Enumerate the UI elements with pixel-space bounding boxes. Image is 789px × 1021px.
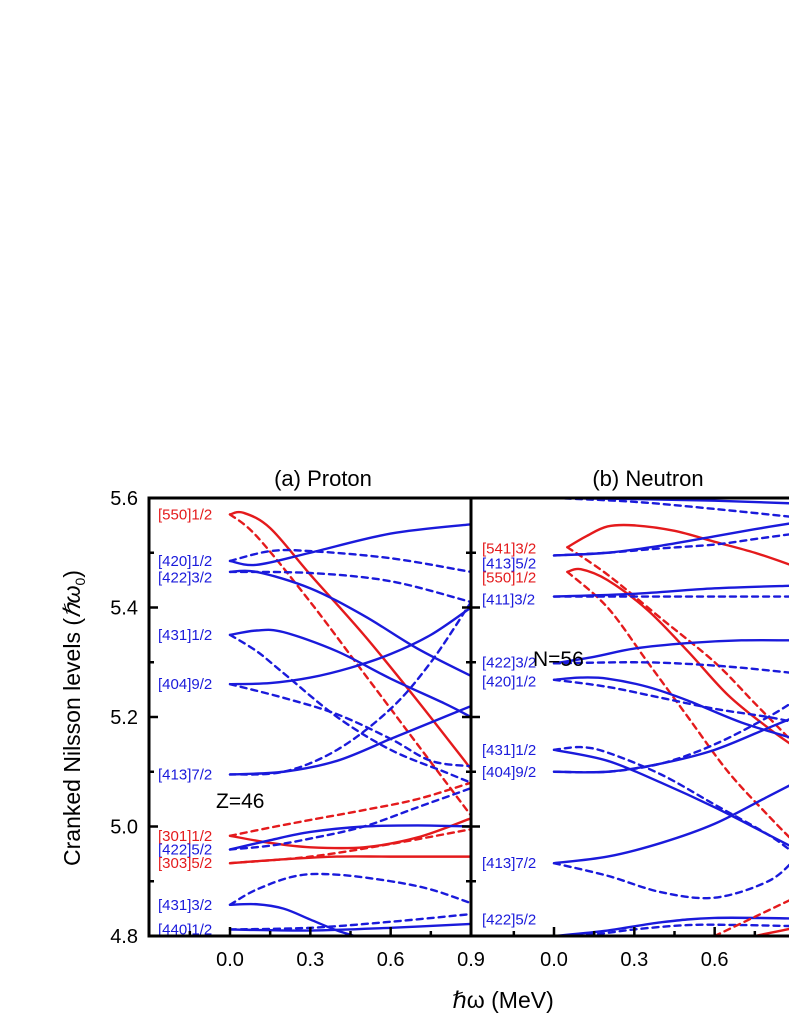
level-label-54132: [541]3/2 [482, 540, 536, 557]
panel-b-series [552, 498, 789, 935]
panel-b-level-labels: [541]3/2[413]5/2[550]1/2 [411]3/2 [422]3/2… [482, 540, 536, 928]
y-tick-label: 4.8 [110, 926, 138, 948]
x-tick-label: 0.6 [377, 949, 405, 971]
x-tick-label: 0.6 [701, 949, 729, 971]
panel-a-series-3 [228, 548, 471, 574]
level-label-42232: [422]3/2 [482, 654, 536, 671]
level-label-42012: [420]1/2 [158, 553, 212, 570]
panel-a-series-19 [228, 872, 471, 906]
x-tick-label: 0.0 [216, 949, 244, 971]
level-label-40492: [404]9/2 [482, 764, 536, 781]
panel-b-series-11 [552, 661, 789, 674]
level-label-41132: [411]3/2 [482, 591, 535, 608]
panel-a-series-1 [228, 513, 471, 817]
panel-b-title: (b) Neutron [592, 466, 703, 491]
level-label-55012: [550]1/2 [158, 506, 212, 523]
panel-a-series-11 [228, 600, 471, 776]
panel-b-series-8 [552, 584, 789, 598]
panel-b-series-7 [566, 570, 789, 839]
panel-b-annotation: N=56 [533, 648, 584, 671]
x-axis-label: ℏω (MeV) [452, 987, 554, 1013]
level-label-41372: [413]7/2 [482, 855, 536, 872]
level-label-55012: [550]1/2 [482, 569, 536, 586]
panel-a-series-5 [228, 570, 471, 604]
panel-b-series-17 [552, 703, 789, 774]
panel-a-series-2 [228, 523, 471, 567]
tick-marks [149, 496, 757, 938]
level-label-43112: [431]1/2 [482, 742, 536, 759]
y-tick-label: 5.2 [110, 707, 138, 729]
panel-b-series-3 [566, 546, 789, 740]
panel-a-series [228, 510, 471, 935]
panel-b-series-18 [552, 784, 789, 865]
level-label-30352: [303]5/2 [158, 855, 212, 872]
level-label-43132: [431]3/2 [158, 897, 212, 914]
panel-a-series-0 [228, 510, 471, 771]
panel-b-series-22 [714, 899, 789, 935]
panel-a-series-14 [228, 824, 471, 851]
level-label-42252: [422]5/2 [482, 912, 536, 929]
panel-a-series-15 [228, 786, 471, 851]
x-tick-label: 0.3 [620, 949, 648, 971]
panel-b-series-14 [552, 748, 789, 847]
panel-a-series-12 [228, 817, 471, 850]
panel-a-series-10 [228, 704, 471, 776]
x-tick-label: 0.9 [457, 949, 485, 971]
panel-b-series-19 [552, 861, 789, 900]
panel-a-level-labels: [550]1/2 [420]1/2[422]3/2 [431]1/2 [404]9/2… [158, 506, 212, 938]
panel-b-series-15 [552, 745, 789, 851]
y-axis-label: Cranked Nilsson levels (ℏω0) [59, 570, 88, 866]
panel-b-series-5 [552, 533, 789, 557]
level-label-42012: [420]1/2 [482, 673, 536, 690]
panel-b-series-13 [552, 678, 789, 723]
panel-a-series-9 [228, 682, 471, 768]
panel-a-series-4 [228, 569, 471, 678]
panel-b-series-6 [566, 567, 789, 745]
panel-b-series-10 [552, 638, 789, 665]
panel-a-series-13 [228, 781, 471, 838]
y-tick-label: 5.6 [110, 488, 138, 510]
panel-a-series-6 [228, 628, 471, 719]
level-label-41352: [413]5/2 [482, 556, 536, 573]
panel-a-series-17 [228, 828, 471, 865]
level-label-42252: [422]5/2 [158, 841, 212, 858]
x-tick-label: 0.0 [540, 949, 568, 971]
panel-a-series-21 [228, 912, 471, 931]
panel-b-series-2 [566, 523, 789, 566]
y-tick-label: 5.0 [110, 817, 138, 839]
tick-labels: 4.85.05.25.45.60.00.30.60.90.00.30.60 [110, 488, 729, 971]
panel-a-title: (a) Proton [274, 466, 372, 491]
panel-a-annotation: Z=46 [216, 790, 264, 813]
y-tick-label: 5.4 [110, 598, 138, 620]
panel-b-series-12 [552, 676, 789, 739]
panel-a-series-18 [228, 902, 356, 935]
panel-b-series-20 [553, 916, 789, 935]
level-label-41372: [413]7/2 [158, 766, 212, 783]
level-label-42232: [422]3/2 [158, 569, 212, 586]
panel-a-series-7 [228, 633, 471, 784]
level-label-30112: [301]1/2 [158, 828, 212, 845]
panel-a-series-8 [228, 606, 471, 686]
level-label-43112: [431]1/2 [158, 627, 212, 644]
level-label-40492: [404]9/2 [158, 676, 212, 693]
x-tick-label: 0.3 [296, 949, 324, 971]
level-label-44012: [440]1/2 [158, 921, 212, 938]
